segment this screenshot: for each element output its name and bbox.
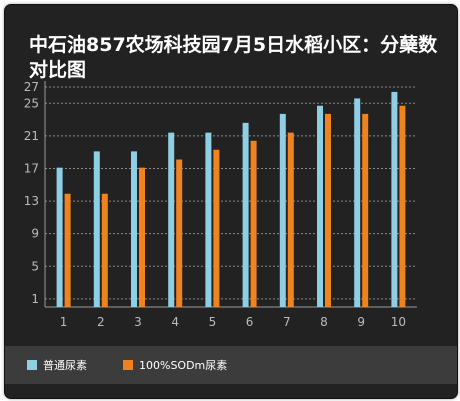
bar-series-2-cat-2	[101, 193, 108, 307]
legend-label-series-2: 100%SODm尿素	[139, 359, 228, 372]
bar-series-1-cat-5	[205, 132, 212, 307]
bar-series-1-cat-6	[242, 122, 249, 307]
bar-series-1-cat-10	[391, 91, 398, 307]
y-tick-label-3: 13	[24, 194, 39, 208]
bar-series-2-cat-1	[64, 193, 71, 307]
y-tick-label-7: 27	[24, 80, 39, 94]
y-tick-label-4: 17	[24, 161, 39, 175]
x-tick-label-9: 9	[357, 315, 365, 329]
bar-series-1-cat-4	[168, 132, 175, 307]
chart-frame: 中石油857农场科技园7月5日水稻小区：分蘖数对比图 1 5 9 13 17 21 25 27…	[4, 4, 458, 399]
bar-series-1-cat-9	[354, 98, 361, 307]
x-tick-label-4: 4	[171, 315, 179, 329]
bar-series-2-cat-3	[139, 167, 145, 307]
legend-swatch-series-1	[27, 360, 37, 370]
bar-chart: 1 5 9 13 17 21 25 27 1 2 3 4 5 6 7 8 9 10	[24, 80, 417, 329]
bar-series-2-cat-4	[176, 159, 183, 307]
y-tick-label-6: 25	[24, 96, 39, 110]
bar-series-1-cat-2	[93, 151, 100, 307]
y-tick-label-1: 5	[31, 259, 39, 273]
bar-series-1-cat-8	[317, 105, 323, 307]
x-tick-label-10: 10	[391, 315, 406, 329]
legend-label-series-1: 普通尿素	[43, 359, 87, 372]
legend-item-series-1[interactable]: 普通尿素	[27, 358, 87, 372]
x-tick-label-1: 1	[60, 315, 68, 329]
bar-series-1-cat-1	[56, 167, 63, 307]
legend: 普通尿素 100%SODm尿素	[5, 346, 457, 384]
y-tick-label-5: 21	[24, 129, 39, 143]
x-tick-label-5: 5	[209, 315, 217, 329]
legend-swatch-series-2	[123, 360, 133, 370]
y-tick-label-2: 9	[31, 227, 39, 241]
bar-series-1-cat-3	[131, 151, 137, 307]
bar-series-2-cat-9	[362, 113, 369, 307]
x-tick-label-7: 7	[283, 315, 291, 329]
chart-title: 中石油857农场科技园7月5日水稻小区：分蘖数对比图	[29, 34, 438, 81]
bar-series-2-cat-5	[213, 149, 220, 307]
bar-series-2-cat-10	[399, 105, 406, 307]
x-tick-label-6: 6	[246, 315, 254, 329]
bar-series-2-cat-6	[250, 140, 257, 307]
y-tick-label-0: 1	[31, 292, 39, 306]
bar-series-1-cat-7	[279, 113, 286, 307]
x-tick-label-2: 2	[97, 315, 105, 329]
bar-series-2-cat-7	[287, 132, 294, 307]
bar-series-2-cat-8	[325, 113, 331, 307]
legend-item-series-2[interactable]: 100%SODm尿素	[123, 358, 227, 372]
x-tick-label-8: 8	[320, 315, 328, 329]
x-tick-label-3: 3	[134, 315, 142, 329]
